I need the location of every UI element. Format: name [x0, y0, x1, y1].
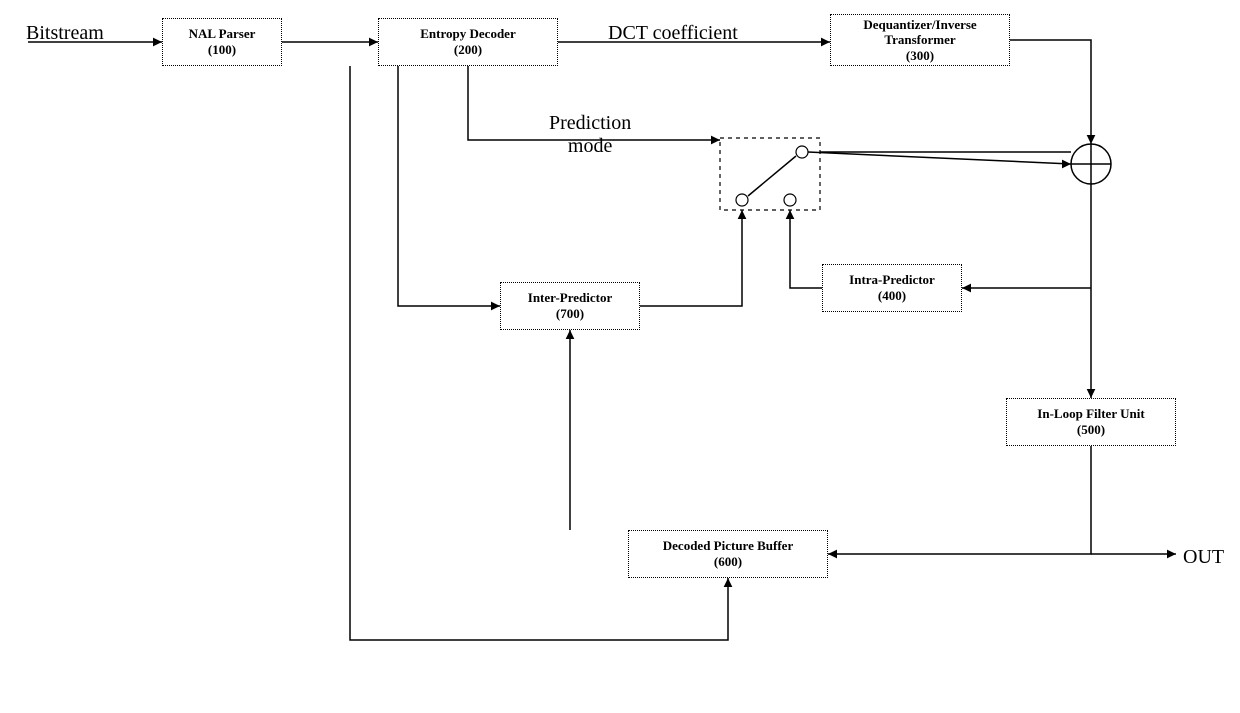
- node-title: Decoded Picture Buffer: [663, 538, 793, 554]
- node-title: Dequantizer/Inverse Transformer: [835, 17, 1005, 48]
- node-number: (700): [556, 306, 584, 322]
- label-dct-coefficient: DCT coefficient: [608, 22, 738, 45]
- node-in-loop-filter-unit: In-Loop Filter Unit (500): [1006, 398, 1176, 446]
- diagram-canvas: NAL Parser (100) Entropy Decoder (200) D…: [0, 0, 1240, 713]
- node-title: In-Loop Filter Unit: [1037, 406, 1144, 422]
- node-decoded-picture-buffer: Decoded Picture Buffer (600): [628, 530, 828, 578]
- node-dequantizer-inverse-transformer: Dequantizer/Inverse Transformer (300): [830, 14, 1010, 66]
- node-title: NAL Parser: [189, 26, 256, 42]
- node-intra-predictor: Intra-Predictor (400): [822, 264, 962, 312]
- node-title: Inter-Predictor: [528, 290, 612, 306]
- node-number: (400): [878, 288, 906, 304]
- node-title: Entropy Decoder: [420, 26, 515, 42]
- node-inter-predictor: Inter-Predictor (700): [500, 282, 640, 330]
- node-number: (200): [454, 42, 482, 58]
- node-number: (500): [1077, 422, 1105, 438]
- node-entropy-decoder: Entropy Decoder (200): [378, 18, 558, 66]
- label-bitstream: Bitstream: [26, 22, 104, 45]
- label-prediction-mode: Prediction mode: [549, 112, 631, 158]
- node-number: (100): [208, 42, 236, 58]
- node-nal-parser: NAL Parser (100): [162, 18, 282, 66]
- node-number: (300): [906, 48, 934, 64]
- node-number: (600): [714, 554, 742, 570]
- node-title: Intra-Predictor: [849, 272, 935, 288]
- edges-overlay: [0, 0, 1240, 713]
- label-out: OUT: [1183, 546, 1224, 569]
